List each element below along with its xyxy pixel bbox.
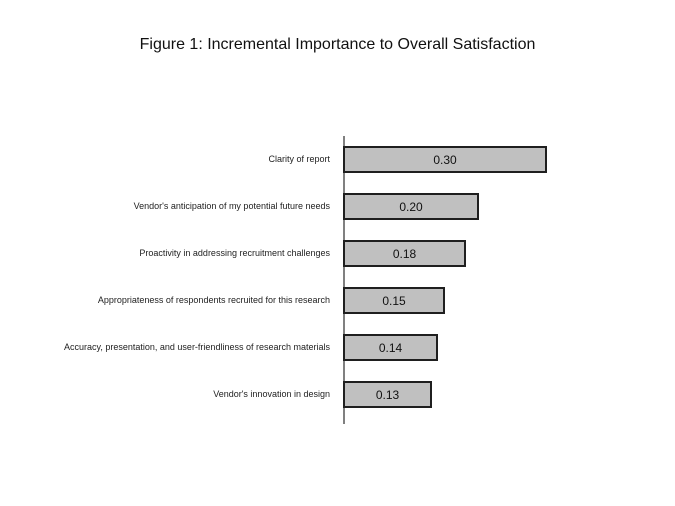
bar: 0.15 — [343, 287, 445, 314]
bar-row: Vendor's innovation in design 0.13 — [0, 371, 675, 418]
y-axis-line — [343, 136, 345, 424]
bar-value-label: 0.18 — [392, 246, 417, 261]
bar-value-label: 0.15 — [382, 293, 406, 308]
bar: 0.13 — [343, 381, 432, 408]
category-label: Proactivity in addressing recruitment ch… — [139, 248, 330, 258]
category-label: Vendor's anticipation of my potential fu… — [133, 201, 330, 211]
category-label: Appropriateness of respondents recruited… — [97, 295, 330, 305]
bar: 0.18 — [343, 240, 466, 267]
bar-zone: 0.30 — [337, 146, 675, 173]
bar-zone: 0.13 — [337, 381, 675, 408]
bar: 0.14 — [343, 334, 438, 361]
bar: 0.30 — [343, 146, 547, 173]
bar-value-label: 0.30 — [433, 152, 457, 167]
bar-zone: 0.18 — [337, 240, 675, 267]
bar-row: Accuracy, presentation, and user-friendl… — [0, 324, 675, 371]
bar-zone: 0.14 — [337, 334, 675, 361]
bar-value-label: 0.14 — [378, 340, 403, 355]
bar-value-label: 0.20 — [399, 199, 423, 214]
chart-title: Figure 1: Incremental Importance to Over… — [139, 36, 536, 53]
bar-row: Vendor's anticipation of my potential fu… — [0, 183, 675, 230]
category-label: Accuracy, presentation, and user-friendl… — [64, 342, 330, 352]
bar-zone: 0.20 — [337, 193, 675, 220]
category-label: Vendor's innovation in design — [213, 389, 330, 399]
bar-row: Clarity of report 0.30 — [0, 136, 675, 183]
bar-row: Appropriateness of respondents recruited… — [0, 277, 675, 324]
plot-area: Clarity of report 0.30 Vendor's anticipa… — [0, 136, 675, 418]
bar: 0.20 — [343, 193, 479, 220]
bar-zone: 0.15 — [337, 287, 675, 314]
bar-value-label: 0.13 — [375, 387, 400, 402]
bar-row: Proactivity in addressing recruitment ch… — [0, 230, 675, 277]
category-label: Clarity of report — [268, 154, 330, 164]
